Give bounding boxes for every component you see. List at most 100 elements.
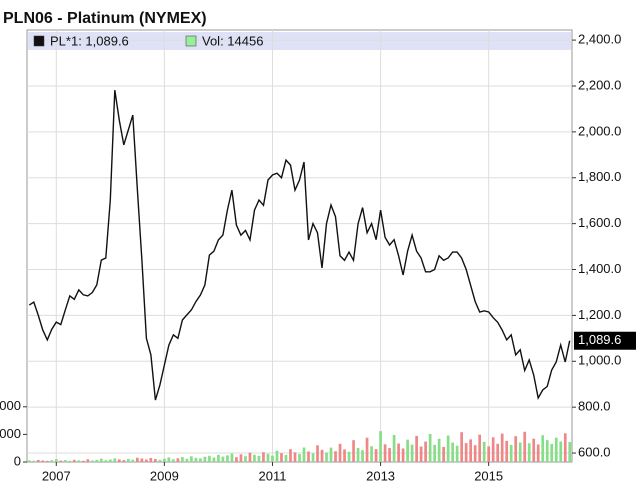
volume-bar [253, 454, 256, 462]
y-tick-label: 2,200.0 [578, 77, 621, 92]
volume-bar [316, 445, 319, 462]
y-tick-label: 1,200.0 [578, 307, 621, 322]
volume-bar [199, 458, 202, 462]
volume-bar [140, 458, 144, 462]
volume-bar [442, 446, 445, 462]
volume-bar [527, 443, 531, 462]
volume-bar [248, 452, 252, 462]
volume-bar [203, 456, 207, 462]
volume-bar [392, 434, 396, 462]
volume-bar [36, 459, 40, 462]
volume-bar [113, 458, 117, 462]
volume-bar [401, 448, 405, 462]
volume-bar [239, 454, 243, 462]
y2-tick-label: 0 [14, 453, 21, 468]
y-tick-label: 1,600.0 [578, 215, 621, 230]
volume-bar [428, 433, 432, 462]
volume-bar [554, 437, 558, 462]
volume-bar [487, 446, 491, 462]
volume-bar [437, 438, 441, 462]
volume-bar [208, 455, 211, 462]
volume-bar [329, 447, 333, 462]
volume-bar [167, 457, 171, 462]
volume-bar [27, 460, 31, 462]
volume-bar [68, 460, 72, 462]
volume-bar [514, 436, 518, 462]
volume-bar [302, 447, 306, 462]
volume-bar [374, 449, 378, 462]
volume-bar [45, 460, 49, 462]
volume-bar [176, 458, 180, 462]
volume-bar [365, 437, 369, 462]
y-tick-label: 2,000.0 [578, 123, 621, 138]
volume-bar [149, 457, 153, 462]
volume-bar [230, 453, 234, 462]
volume-bar [172, 459, 175, 462]
y2-tick-label: 20000 [0, 426, 21, 441]
volume-bar [361, 450, 364, 462]
volume-bar [347, 451, 351, 462]
volume-bar [397, 443, 400, 462]
volume-bar [559, 441, 563, 462]
y-tick-label: 800.0 [578, 399, 611, 414]
x-tick-label: 2007 [42, 468, 71, 483]
legend-swatch [33, 35, 45, 47]
price-line [28, 89, 571, 401]
volume-bar [509, 444, 513, 462]
volume-bar [338, 443, 342, 462]
volume-bar [563, 433, 567, 462]
volume-bar [284, 454, 288, 462]
x-tick-label: 2011 [258, 468, 286, 483]
volume-bar [478, 434, 482, 462]
y-tick-label: 2,400.0 [578, 32, 621, 47]
volume-bar [81, 460, 85, 462]
volume-bar [293, 452, 297, 462]
volume-bar [145, 459, 148, 462]
legend-swatch [185, 35, 197, 47]
volume-bar [568, 442, 572, 462]
volume-bar [226, 455, 229, 462]
volume-bar [473, 445, 477, 462]
volume-bar [275, 450, 279, 462]
volume-bar [212, 457, 216, 462]
volume-bar [136, 457, 139, 462]
y2-tick-label: 40000 [0, 398, 21, 413]
volume-bar [298, 453, 301, 462]
x-tick-label: 2009 [150, 468, 179, 483]
volume-bar [388, 448, 391, 462]
volume-bar [451, 442, 454, 462]
volume-bar [550, 443, 554, 462]
volume-bar [54, 459, 58, 462]
y-tick-label: 1,800.0 [578, 169, 621, 184]
volume-bar [117, 459, 121, 462]
legend-label: PL*1: 1,089.6 [50, 33, 129, 48]
volume-bar [104, 460, 108, 462]
volume-bar [320, 449, 324, 462]
volume-bar [63, 460, 67, 462]
volume-bar [518, 442, 522, 462]
volume-bar [99, 458, 103, 462]
volume-bar [122, 460, 126, 462]
volume-bar [469, 439, 473, 462]
volume-bar [90, 460, 94, 462]
volume-bar [545, 440, 549, 462]
plot-area [26, 29, 573, 463]
volume-bar [280, 453, 283, 462]
volume-bar [356, 447, 360, 462]
volume-bar [406, 439, 409, 462]
volume-bar [536, 444, 540, 462]
x-tick-label: 2015 [474, 468, 503, 483]
volume-bar [154, 458, 157, 462]
volume-bar [271, 455, 274, 462]
volume-bar [433, 444, 436, 462]
volume-bar [95, 459, 99, 462]
chart-title: PLN06 - Platinum (NYMEX) [3, 10, 207, 27]
volume-bar [266, 453, 270, 462]
volume-bar [163, 458, 166, 462]
volume-bar [370, 446, 373, 462]
volume-bar [86, 459, 90, 462]
y-tick-label: 1,400.0 [578, 261, 621, 276]
volume-bar [50, 460, 54, 462]
volume-bar [491, 437, 495, 462]
volume-bar [244, 456, 247, 462]
